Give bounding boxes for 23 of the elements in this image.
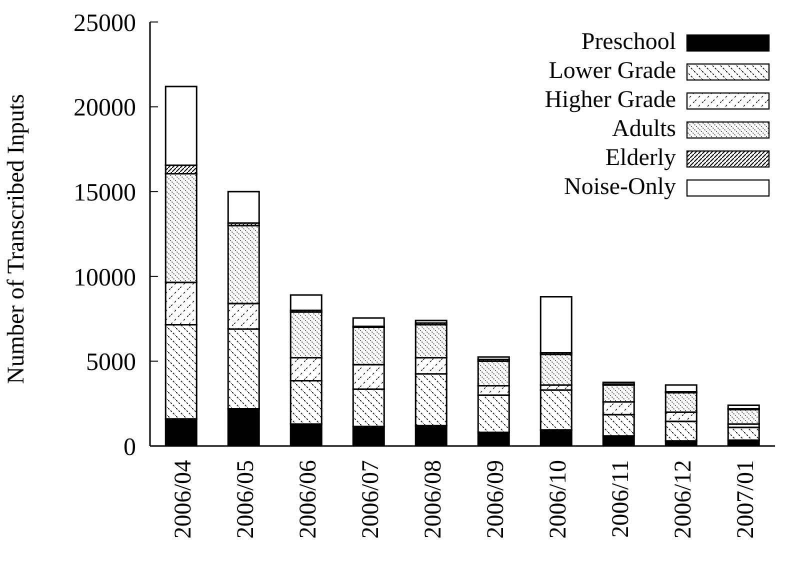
x-tick-label: 2006/12 — [670, 460, 696, 539]
legend-label: Adults — [612, 115, 676, 144]
y-tick-label: 15000 — [74, 179, 136, 206]
y-tick-label: 10000 — [74, 264, 136, 292]
legend-label: Elderly — [605, 144, 676, 173]
legend-label: Preschool — [581, 28, 676, 57]
x-tick-label: 2006/08 — [420, 460, 446, 539]
legend-label: Lower Grade — [548, 57, 676, 86]
x-tick-label: 2006/07 — [358, 460, 384, 539]
x-tick-label: 2007/01 — [732, 460, 759, 539]
x-tick-label: 2006/04 — [170, 460, 196, 539]
x-tick-label: 2006/06 — [295, 460, 322, 539]
x-tick-label: 2006/09 — [482, 460, 509, 539]
legend-label: Higher Grade — [544, 86, 676, 115]
x-tick-label: 2006/10 — [545, 460, 572, 539]
x-tick-label: 2006/05 — [232, 460, 259, 539]
x-tick-label: 2006/11 — [608, 460, 634, 538]
y-tick-label: 25000 — [74, 10, 136, 37]
legend-label: Noise-Only — [564, 173, 676, 202]
y-tick-label: 20000 — [74, 94, 136, 122]
y-tick-label: 5000 — [86, 349, 136, 376]
y-axis-title: Number of Transcribed Inputs — [4, 94, 30, 384]
y-tick-label: 0 — [124, 434, 136, 461]
